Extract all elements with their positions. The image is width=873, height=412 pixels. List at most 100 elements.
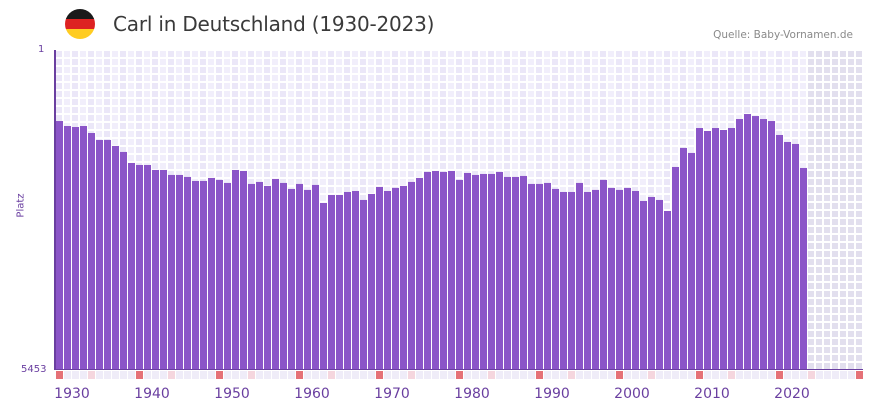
bar-1994[interactable]	[568, 191, 575, 370]
bar-1939[interactable]	[128, 162, 135, 370]
bar-1995[interactable]	[576, 182, 583, 370]
bar-1930[interactable]	[56, 121, 63, 370]
bar-2003[interactable]	[640, 200, 647, 370]
bar-1958[interactable]	[280, 182, 287, 370]
bar-2013[interactable]	[720, 130, 727, 370]
bar-1965[interactable]	[336, 194, 343, 370]
bar-1976[interactable]	[424, 171, 431, 370]
bar-1998[interactable]	[600, 179, 607, 370]
bar-2012[interactable]	[712, 128, 719, 370]
bar-1934[interactable]	[88, 132, 95, 370]
bar-1938[interactable]	[120, 151, 127, 370]
bar-1999[interactable]	[608, 187, 615, 370]
bar-1992[interactable]	[552, 188, 559, 370]
bar-1950[interactable]	[216, 179, 223, 370]
bar-1932[interactable]	[72, 127, 79, 370]
bar-1971[interactable]	[384, 190, 391, 370]
bar-2020[interactable]	[776, 134, 783, 370]
bar-1935[interactable]	[96, 139, 103, 370]
bar-2016[interactable]	[744, 114, 751, 370]
bar-1941[interactable]	[144, 164, 151, 370]
bar-1956[interactable]	[264, 185, 271, 370]
bar-1936[interactable]	[104, 139, 111, 370]
bar-1960[interactable]	[296, 183, 303, 370]
bar-1970[interactable]	[376, 186, 383, 370]
bar-2021[interactable]	[784, 141, 791, 370]
bar-2002[interactable]	[632, 190, 639, 370]
bar-1974[interactable]	[408, 181, 415, 370]
bar-2010[interactable]	[696, 128, 703, 370]
bar-1996[interactable]	[584, 191, 591, 370]
bar-1945[interactable]	[176, 174, 183, 370]
bar-1967[interactable]	[352, 190, 359, 370]
bar-1942[interactable]	[152, 169, 159, 370]
bar-1957[interactable]	[272, 178, 279, 370]
bar-2017[interactable]	[752, 116, 759, 370]
bar-1983[interactable]	[480, 173, 487, 370]
bar-1944[interactable]	[168, 174, 175, 370]
bar-1964[interactable]	[328, 194, 335, 370]
bar-1972[interactable]	[392, 187, 399, 370]
bar-1991[interactable]	[544, 182, 551, 370]
bar-1937[interactable]	[112, 145, 119, 370]
bar-1989[interactable]	[528, 183, 535, 370]
bar-2011[interactable]	[704, 130, 711, 370]
bar-1949[interactable]	[208, 177, 215, 370]
year-marker	[104, 371, 111, 379]
bar-1952[interactable]	[232, 169, 239, 370]
bar-1980[interactable]	[456, 179, 463, 370]
bar-1988[interactable]	[520, 175, 527, 370]
bar-1966[interactable]	[344, 191, 351, 370]
bar-1990[interactable]	[536, 183, 543, 370]
bar-2023[interactable]	[800, 167, 807, 370]
bar-1931[interactable]	[64, 126, 71, 370]
bar-1986[interactable]	[504, 176, 511, 370]
bar-1959[interactable]	[288, 188, 295, 370]
bar-2007[interactable]	[672, 166, 679, 370]
bar-1993[interactable]	[560, 191, 567, 370]
bar-1985[interactable]	[496, 171, 503, 370]
bar-1962[interactable]	[312, 184, 319, 370]
bar-2008[interactable]	[680, 147, 687, 370]
bar-1955[interactable]	[256, 181, 263, 370]
bar-2004[interactable]	[648, 196, 655, 370]
bar-2001[interactable]	[624, 187, 631, 370]
bar-1981[interactable]	[464, 172, 471, 370]
bar-1978[interactable]	[440, 171, 447, 370]
bar-2022[interactable]	[792, 143, 799, 370]
bar-1943[interactable]	[160, 169, 167, 370]
bar-2000[interactable]	[616, 189, 623, 370]
bar-1947[interactable]	[192, 180, 199, 370]
bar-2006[interactable]	[664, 210, 671, 370]
year-marker	[384, 371, 391, 379]
bar-1953[interactable]	[240, 170, 247, 370]
bar-1969[interactable]	[368, 193, 375, 370]
bar-1968[interactable]	[360, 199, 367, 370]
bar-1933[interactable]	[80, 126, 87, 370]
bar-1946[interactable]	[184, 176, 191, 370]
bar-1984[interactable]	[488, 173, 495, 370]
bar-2019[interactable]	[768, 121, 775, 370]
bar-1954[interactable]	[248, 183, 255, 370]
bar-2005[interactable]	[656, 199, 663, 370]
bar-1973[interactable]	[400, 185, 407, 370]
year-marker	[344, 371, 351, 379]
bar-1975[interactable]	[416, 177, 423, 370]
bar-2018[interactable]	[760, 119, 767, 370]
bar-2014[interactable]	[728, 128, 735, 370]
bar-1963[interactable]	[320, 202, 327, 370]
bar-1979[interactable]	[448, 170, 455, 370]
bar-1951[interactable]	[224, 182, 231, 370]
bar-1948[interactable]	[200, 180, 207, 370]
bar-2015[interactable]	[736, 119, 743, 370]
bar-1961[interactable]	[304, 189, 311, 370]
bar-1982[interactable]	[472, 174, 479, 370]
year-marker	[840, 371, 847, 379]
bar-2009[interactable]	[688, 152, 695, 370]
bar-1997[interactable]	[592, 189, 599, 370]
x-tick-label: 1940	[134, 386, 170, 402]
bar-1940[interactable]	[136, 164, 143, 370]
bar-1977[interactable]	[432, 170, 439, 370]
bar-1987[interactable]	[512, 176, 519, 370]
year-marker	[656, 371, 663, 379]
